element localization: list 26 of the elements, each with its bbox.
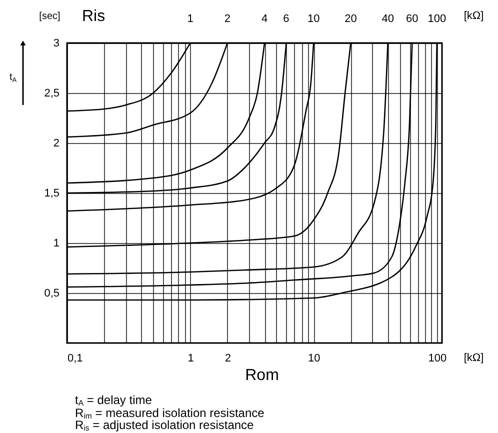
y-tick-label: 3	[53, 38, 60, 50]
x-tick-label: 10	[308, 352, 320, 364]
text: [sec]	[39, 11, 60, 22]
y-tick-label: 1,5	[44, 188, 60, 200]
series-label: 2	[224, 13, 230, 25]
x-tick-label: 2	[224, 352, 231, 364]
series-label: 6	[283, 13, 290, 25]
series-label: 60	[406, 13, 418, 25]
legend-title: Ris	[82, 8, 106, 25]
text: [kΩ]	[464, 10, 484, 22]
series-label: 100	[428, 13, 446, 25]
text: [kΩ]	[464, 352, 484, 364]
series-label: 1	[187, 13, 194, 25]
x-tick-label: 1	[188, 352, 194, 364]
text: = delay time	[86, 393, 152, 407]
y-tick-label: 2,5	[44, 88, 60, 100]
y-tick-label: 0,5	[44, 288, 60, 300]
x-tick-label: 0,1	[68, 352, 83, 364]
series-label: 40	[382, 13, 394, 25]
series-label: 4	[261, 13, 268, 25]
series-label: 20	[344, 13, 357, 25]
y-tick-label: 1	[53, 238, 60, 250]
y-tick-label: 2	[53, 138, 60, 150]
x-axis-title: Rom	[245, 367, 279, 384]
x-tick-label: 100	[428, 352, 447, 364]
series-label: 10	[307, 13, 320, 25]
